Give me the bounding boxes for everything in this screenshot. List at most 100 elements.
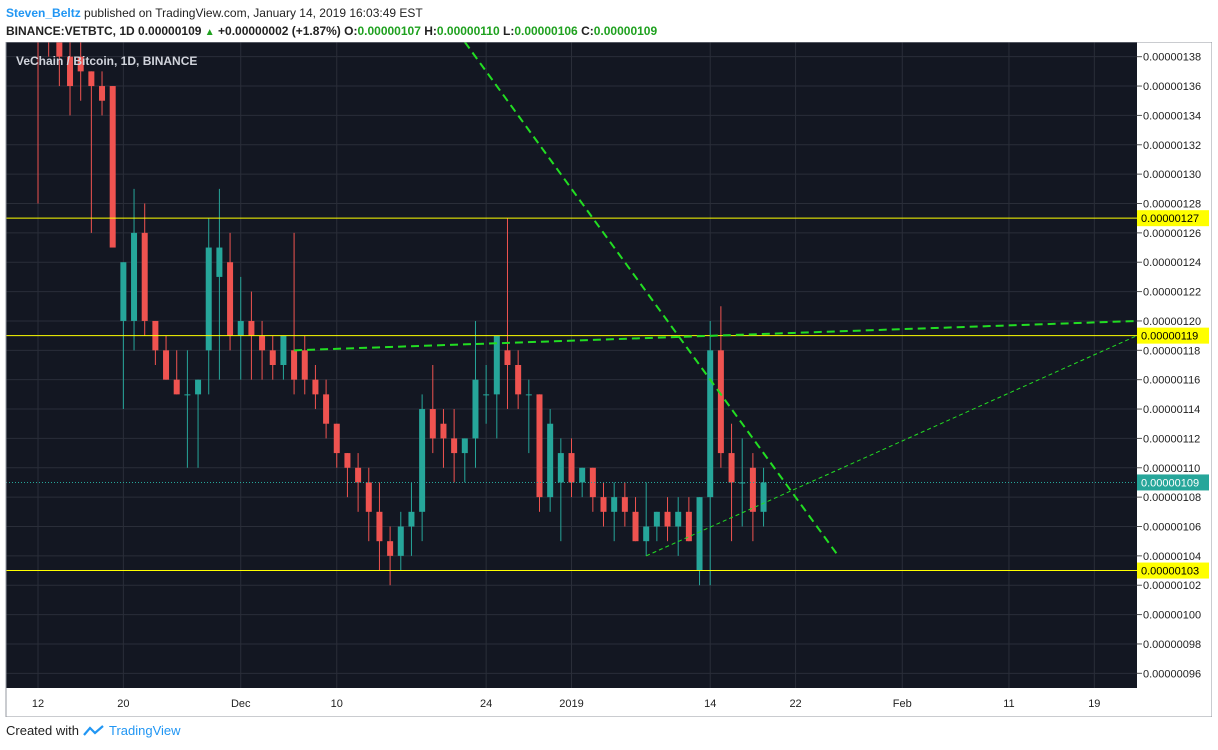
candle-body bbox=[109, 86, 116, 248]
candle-body bbox=[408, 511, 415, 527]
trendline[interactable] bbox=[463, 42, 840, 557]
x-tick-label: 24 bbox=[480, 698, 492, 710]
candle-body bbox=[696, 497, 703, 571]
y-tick-label: 0.00000110 bbox=[1143, 463, 1200, 475]
open-label: O: bbox=[344, 24, 358, 38]
candle-body bbox=[344, 453, 351, 468]
candle-body bbox=[653, 511, 660, 527]
price-labels: 0.00000127 0.00000119 0.00000103 0.00000109 bbox=[1137, 210, 1209, 579]
trendlines bbox=[294, 42, 1137, 557]
y-tick-label: 0.00000108 bbox=[1143, 492, 1201, 504]
candle-body bbox=[621, 497, 628, 512]
x-tick-label: 10 bbox=[331, 698, 343, 710]
price-axis: 0.00000096 0.00000098 0.00000100 0.00000102… bbox=[1137, 52, 1201, 680]
publish-line: Steven_Beltz published on TradingView.co… bbox=[6, 6, 423, 20]
tradingview-logo-icon bbox=[83, 724, 104, 736]
candle-body bbox=[216, 247, 223, 277]
trendline[interactable] bbox=[645, 335, 1137, 557]
y-tick-label: 0.00000104 bbox=[1143, 551, 1201, 563]
candle-body bbox=[376, 511, 383, 542]
candle-body bbox=[717, 350, 724, 454]
candle-body bbox=[67, 56, 74, 87]
candle-body bbox=[600, 497, 607, 512]
symbol-label: BINANCE:VETBTC, 1D bbox=[6, 24, 135, 38]
candle-body bbox=[99, 86, 106, 101]
candle-body bbox=[141, 232, 148, 321]
x-tick-label: 12 bbox=[32, 698, 44, 710]
tradingview-brand[interactable]: TradingView bbox=[108, 723, 181, 738]
chart-title: VeChain / Bitcoin, 1D, BINANCE bbox=[16, 54, 197, 68]
candle-body bbox=[387, 541, 394, 556]
high-label: H: bbox=[424, 24, 437, 38]
close-label: C: bbox=[581, 24, 594, 38]
y-tick-label: 0.00000122 bbox=[1143, 287, 1201, 299]
x-tick-label: 22 bbox=[789, 698, 801, 710]
candle-body bbox=[227, 262, 234, 336]
chart-frame bbox=[5, 42, 1212, 717]
candle-body bbox=[312, 379, 319, 395]
candle-body bbox=[365, 482, 372, 512]
y-tick-label: 0.00000098 bbox=[1143, 639, 1201, 651]
y-tick-label: 0.00000100 bbox=[1143, 610, 1201, 622]
y-tick-label: 0.00000138 bbox=[1143, 52, 1201, 64]
horizontal-levels bbox=[6, 217, 1137, 572]
candle-body bbox=[259, 335, 266, 351]
candle-body bbox=[77, 56, 84, 72]
candle-body bbox=[643, 526, 650, 542]
candle-body bbox=[749, 467, 756, 512]
y-tick-label: 0.00000132 bbox=[1143, 140, 1201, 152]
candle-body bbox=[195, 379, 202, 395]
candle-body bbox=[504, 350, 511, 365]
candle-body bbox=[269, 350, 276, 365]
level-price-label: 0.00000119 bbox=[1141, 331, 1198, 343]
candle-body bbox=[632, 511, 639, 542]
time-axis-background[interactable] bbox=[6, 688, 1137, 717]
candle-body bbox=[461, 438, 468, 454]
candle-body bbox=[355, 467, 362, 483]
price-axis-background[interactable] bbox=[1137, 42, 1212, 688]
last-price-text: 0.00000109 bbox=[138, 24, 202, 38]
candle-body bbox=[120, 262, 127, 321]
candle-body bbox=[237, 320, 244, 336]
y-tick-label: 0.00000112 bbox=[1143, 433, 1200, 445]
candle-body bbox=[547, 423, 554, 498]
candle-body bbox=[579, 467, 586, 483]
x-tick-label: 19 bbox=[1088, 698, 1100, 710]
chart-header: Steven_Beltz published on TradingView.co… bbox=[6, 4, 1212, 42]
x-tick-label: 2019 bbox=[559, 698, 583, 710]
candle-body bbox=[515, 365, 522, 395]
up-triangle-icon: ▲ bbox=[204, 27, 215, 38]
x-tick-label: 14 bbox=[704, 698, 716, 710]
level-price-label: 0.00000103 bbox=[1141, 566, 1199, 578]
y-tick-label: 0.00000130 bbox=[1143, 169, 1201, 181]
y-tick-label: 0.00000106 bbox=[1143, 522, 1201, 534]
y-tick-label: 0.00000126 bbox=[1143, 228, 1201, 240]
candle-body bbox=[88, 71, 95, 87]
candle-body bbox=[664, 511, 671, 527]
trendline[interactable] bbox=[294, 319, 1137, 352]
candle-body bbox=[536, 394, 543, 498]
change-text: +0.00000002 (+1.87%) bbox=[218, 24, 341, 38]
candle-body bbox=[440, 423, 447, 439]
x-tick-label: Dec bbox=[231, 698, 251, 710]
level-price-label: 0.00000127 bbox=[1141, 213, 1199, 225]
price-chart[interactable]: VeChain / Bitcoin, 1D, BINANCE 0.0000009… bbox=[0, 42, 1212, 717]
author-name[interactable]: Steven_Beltz bbox=[6, 6, 81, 20]
x-tick-label: 20 bbox=[117, 698, 129, 710]
candle-body bbox=[397, 526, 404, 556]
published-text: published on TradingView.com, January 14… bbox=[84, 6, 423, 20]
candle-body bbox=[589, 467, 596, 498]
y-tick-label: 0.00000114 bbox=[1143, 404, 1200, 416]
candle-body bbox=[56, 42, 63, 57]
candle-body bbox=[205, 247, 212, 351]
open-value: 0.00000107 bbox=[357, 24, 421, 38]
x-tick-label: Feb bbox=[893, 698, 912, 710]
candle-body bbox=[557, 453, 564, 483]
y-tick-label: 0.00000120 bbox=[1143, 316, 1201, 328]
low-value: 0.00000106 bbox=[514, 24, 578, 38]
level-price-tag bbox=[1137, 210, 1209, 227]
high-value: 0.00000110 bbox=[436, 24, 500, 38]
y-tick-label: 0.00000096 bbox=[1143, 668, 1201, 680]
y-tick-label: 0.00000136 bbox=[1143, 81, 1201, 93]
level-price-tag bbox=[1137, 562, 1209, 579]
